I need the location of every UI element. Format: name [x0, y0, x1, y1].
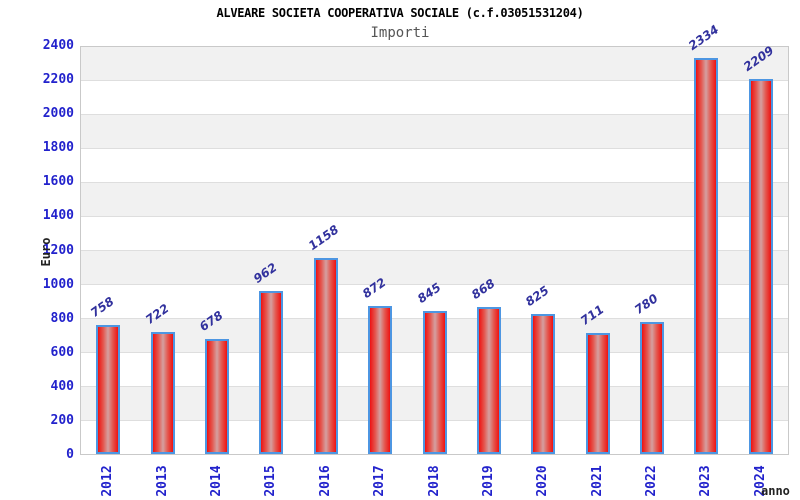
x-tick-label: 2016	[317, 465, 333, 497]
bar-2014	[204, 339, 229, 454]
x-tick-label: 2013	[154, 465, 170, 497]
y-tick-label: 2400	[42, 38, 74, 53]
plot-band	[81, 183, 788, 217]
bar-value-label: 962	[251, 260, 280, 286]
x-tick-label: 2015	[263, 465, 279, 497]
y-axis-title: Euro	[39, 237, 53, 267]
bar-value-label: 845	[414, 279, 444, 306]
bar-2020	[531, 314, 556, 454]
y-tick-label: 1800	[42, 140, 74, 156]
bar-value-label: 722	[142, 300, 172, 327]
bar-2024	[748, 79, 773, 454]
x-tick-label: 2020	[535, 465, 551, 497]
x-tick-label: 2022	[644, 465, 660, 497]
bar-2012	[96, 325, 121, 454]
bar-2017	[368, 306, 393, 454]
y-tick-label: 400	[50, 378, 74, 394]
bar-2018	[422, 310, 447, 454]
bar-2019	[476, 306, 501, 454]
bar-value-label: 2209	[740, 43, 777, 75]
plot-band	[81, 149, 788, 183]
plot-band	[81, 81, 788, 115]
chart-title: ALVEARE SOCIETA COOPERATIVA SOCIALE (c.f…	[216, 6, 584, 20]
y-tick-label: 800	[50, 310, 74, 326]
x-tick-label: 2023	[698, 465, 714, 497]
y-tick-label: 2000	[42, 106, 74, 122]
x-tick-label: 2017	[372, 465, 388, 497]
bar-value-label: 868	[468, 275, 498, 302]
y-tick-label: 1600	[42, 174, 74, 190]
x-tick-label: 2019	[480, 465, 496, 497]
plot-area: 758 722 678 962 1158 872 845 868 825 711 780 2334 22…	[80, 23, 789, 455]
bar-2021	[585, 333, 610, 454]
bar-value-label: 758	[88, 294, 117, 321]
y-tick-label: 0	[66, 447, 74, 462]
bar-value-label: 872	[360, 275, 389, 302]
x-tick-label: 2014	[208, 465, 224, 497]
x-tick-label: 2012	[100, 465, 116, 497]
x-axis-title: anno	[761, 484, 790, 498]
plot-band	[81, 251, 788, 285]
bar-2022	[640, 321, 665, 454]
y-tick-label: 2200	[42, 72, 74, 88]
y-tick-label: 1000	[42, 276, 74, 292]
plot-band	[81, 217, 788, 251]
bar-value-label: 780	[632, 290, 661, 317]
plot-band	[81, 47, 788, 81]
bar-value-label: 825	[523, 283, 552, 310]
bar-value-label: 711	[577, 302, 607, 329]
y-tick-label: 200	[50, 412, 74, 428]
y-tick-label: 600	[50, 344, 74, 360]
bar-2016	[313, 257, 338, 454]
y-tick-label: 1400	[42, 208, 74, 224]
x-tick-label: 2021	[589, 465, 605, 497]
plot-band	[81, 115, 788, 149]
bar-value-label: 1158	[305, 221, 342, 253]
y-tick-label: 1200	[42, 242, 74, 258]
bars-layer: 758 722 678 962 1158 872 845 868 825 711 780 2334 22…	[81, 23, 788, 454]
chart-subtitle: Importi	[370, 25, 430, 41]
bar-value-label: 678	[196, 308, 226, 335]
bar-2015	[259, 290, 284, 454]
x-tick-label: 2018	[426, 465, 442, 497]
bar-2023	[694, 58, 719, 454]
bar-2013	[150, 331, 175, 454]
